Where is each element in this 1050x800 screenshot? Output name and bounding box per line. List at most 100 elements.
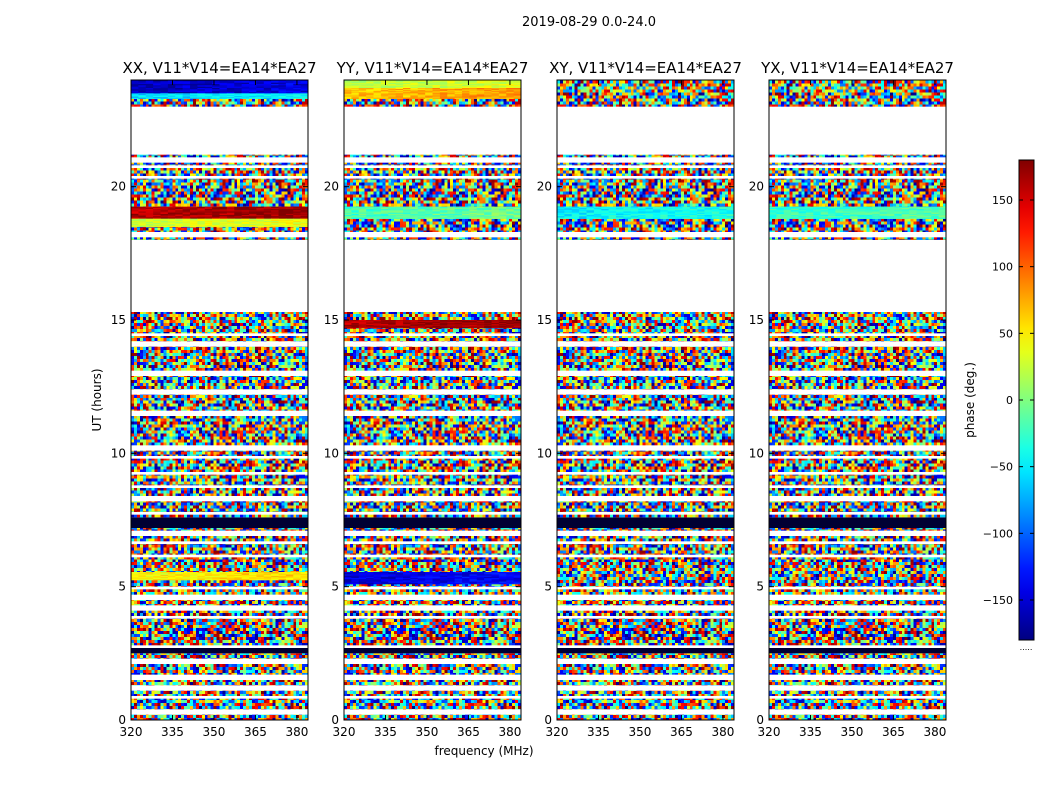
noise-band	[557, 536, 734, 542]
noise-band	[557, 162, 734, 166]
y-tick-label: 20	[749, 180, 764, 194]
panel-title: YY, V11*V14=EA14*EA27	[336, 59, 529, 77]
noise-band	[131, 458, 308, 472]
noise-band	[769, 154, 946, 158]
structured-band	[131, 80, 309, 94]
noise-band	[131, 237, 308, 240]
y-tick-label: 20	[111, 180, 126, 194]
noise-band	[557, 178, 734, 232]
x-tick-label: 350	[203, 725, 226, 739]
y-tick-label: 20	[537, 180, 552, 194]
x-tick-label: 365	[882, 725, 905, 739]
noise-band	[557, 680, 734, 686]
noise-band	[131, 714, 308, 720]
noise-band	[769, 474, 946, 486]
noise-band	[131, 376, 308, 390]
panel-title: XX, V11*V14=EA14*EA27	[122, 59, 316, 77]
noise-band	[344, 514, 521, 518]
noise-band	[344, 698, 521, 710]
y-tick-label: 20	[324, 180, 339, 194]
x-tick-label: 365	[244, 725, 267, 739]
noise-band	[131, 168, 308, 176]
noise-band	[557, 336, 734, 342]
x-tick-label: 365	[670, 725, 693, 739]
panel-data	[557, 80, 734, 720]
noise-band	[344, 664, 521, 675]
noise-band	[769, 237, 946, 240]
noise-band	[557, 416, 734, 446]
y-tick-label: 15	[111, 313, 126, 327]
y-tick-label: 15	[324, 313, 339, 327]
noise-band	[344, 618, 521, 646]
noise-band	[769, 680, 946, 686]
noise-band	[344, 653, 521, 659]
noise-band	[769, 178, 946, 232]
colorbar-tick-label: 100	[992, 261, 1013, 274]
noise-band	[557, 312, 734, 334]
noise-band	[557, 376, 734, 390]
x-tick-label: 335	[799, 725, 822, 739]
noise-band	[131, 544, 308, 555]
noise-band	[344, 714, 521, 720]
noise-band	[131, 589, 308, 595]
panel-2: YY, V11*V14=EA14*EA27 320 335 350 365 380 0 5 10…	[324, 59, 529, 739]
noise-band	[344, 458, 521, 472]
y-tick-label: 0	[544, 713, 552, 727]
noise-band	[769, 488, 946, 496]
structured-band	[769, 206, 947, 219]
noise-band	[344, 528, 521, 531]
noise-band	[131, 514, 308, 518]
noise-band	[557, 474, 734, 486]
flagged-row	[344, 517, 521, 528]
y-tick-label: 10	[749, 446, 764, 460]
noise-band	[344, 589, 521, 595]
y-tick-label: 5	[331, 580, 339, 594]
noise-band	[769, 618, 946, 646]
x-tick-label: 335	[587, 725, 610, 739]
y-tick-label: 10	[111, 446, 126, 460]
noise-band	[131, 664, 308, 675]
noise-band	[557, 514, 734, 518]
flagged-row	[557, 517, 734, 528]
colorbar-label: phase (deg.)	[963, 362, 977, 438]
panel-data	[344, 80, 521, 720]
colorbar-tick-label: 50	[999, 327, 1013, 340]
noise-band	[131, 653, 308, 659]
noise-band	[344, 544, 521, 555]
noise-band	[131, 610, 308, 616]
y-tick-label: 5	[118, 580, 126, 594]
x-tick-label: 320	[546, 725, 569, 739]
noise-band	[769, 536, 946, 542]
noise-band	[557, 458, 734, 472]
noise-band	[769, 376, 946, 390]
x-tick-label: 350	[416, 725, 439, 739]
noise-band	[769, 80, 946, 107]
noise-band	[769, 346, 946, 371]
x-tick-label: 320	[758, 725, 781, 739]
noise-band	[557, 501, 734, 512]
x-tick-label: 380	[285, 725, 308, 739]
panel-data	[769, 80, 946, 720]
noise-band	[344, 610, 521, 616]
colorbar-footer: .....	[1020, 643, 1033, 652]
y-tick-label: 10	[537, 446, 552, 460]
noise-band	[557, 714, 734, 720]
noise-band	[769, 312, 946, 334]
noise-band	[557, 557, 734, 587]
noise-band	[131, 618, 308, 646]
structured-band	[131, 93, 309, 99]
noise-band	[131, 690, 308, 696]
x-tick-label: 365	[457, 725, 480, 739]
structured-band	[131, 218, 309, 227]
noise-band	[344, 237, 521, 240]
x-tick-label: 320	[333, 725, 356, 739]
flagged-row	[769, 648, 946, 654]
noise-band	[769, 714, 946, 720]
colorbar-tick-label: 0	[1006, 394, 1013, 407]
noise-band	[769, 557, 946, 587]
noise-band	[131, 474, 308, 486]
y-tick-label: 0	[756, 713, 764, 727]
noise-band	[344, 394, 521, 411]
panel-data	[131, 80, 308, 720]
noise-band	[557, 154, 734, 158]
